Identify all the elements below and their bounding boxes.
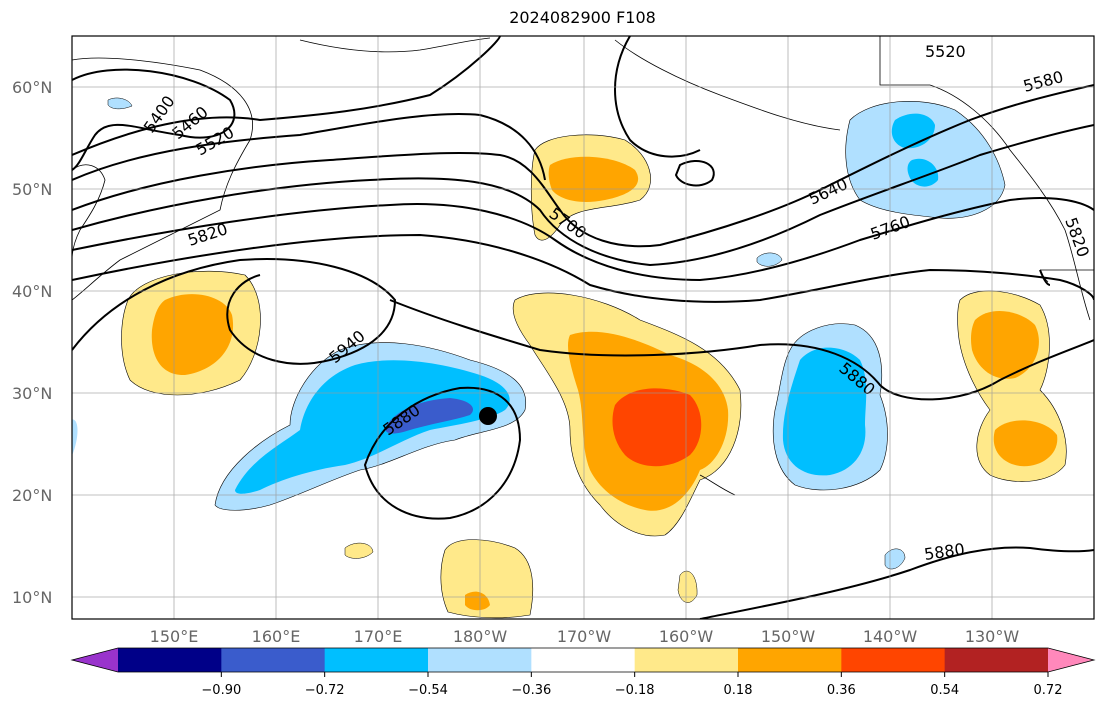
colorbar-tick-label: 0.54 xyxy=(930,683,959,698)
anomaly-shading xyxy=(72,97,1067,619)
colorbar-tick-label: −0.36 xyxy=(511,683,551,698)
height-contours xyxy=(72,36,1094,619)
lon-label: 150°W xyxy=(761,627,816,646)
lon-label: 160°W xyxy=(659,627,714,646)
colorbar-segment xyxy=(531,648,636,672)
contour-label: 5520 xyxy=(925,42,966,61)
lat-label: 40°N xyxy=(12,282,52,301)
lon-label: 170°W xyxy=(557,627,612,646)
gridlines xyxy=(72,36,1094,619)
map-title: 2024082900 F108 xyxy=(509,8,656,27)
lon-label: 180°W xyxy=(453,627,508,646)
colorbar-segment xyxy=(634,648,739,672)
colorbar-tick-label: 0.36 xyxy=(827,683,856,698)
latitude-labels: 60°N 50°N 40°N 30°N 20°N 10°N xyxy=(12,78,52,607)
lat-label: 10°N xyxy=(12,588,52,607)
longitude-labels: 150°E 160°E 170°E 180°W 170°W 160°W 150°… xyxy=(150,627,1020,646)
colorbar: −0.90 −0.72 −0.54 −0.36 −0.18 0.18 0.36 0.54 0.7… xyxy=(70,647,1096,698)
colorbar-tick-label: −0.18 xyxy=(615,683,655,698)
lat-label: 20°N xyxy=(12,486,52,505)
colorbar-segment xyxy=(221,648,326,672)
lon-label: 160°E xyxy=(252,627,301,646)
colorbar-extend-high xyxy=(1048,648,1094,672)
colorbar-tick-label: 0.72 xyxy=(1034,683,1063,698)
storm-center-dot xyxy=(479,407,497,425)
lat-label: 60°N xyxy=(12,78,52,97)
colorbar-segment xyxy=(118,648,222,672)
coastlines xyxy=(72,36,1094,496)
colorbar-segment xyxy=(841,648,946,672)
lon-label: 150°E xyxy=(150,627,199,646)
colorbar-tick-label: 0.18 xyxy=(724,683,753,698)
map-frame xyxy=(71,35,1095,620)
colorbar-segment xyxy=(428,648,532,672)
colorbar-segment xyxy=(944,648,1049,672)
colorbar-segment xyxy=(324,648,429,672)
lon-label: 170°E xyxy=(354,627,403,646)
lat-label: 50°N xyxy=(12,180,52,199)
colorbar-tick-label: −0.72 xyxy=(305,683,345,698)
colorbar-tick-label: −0.90 xyxy=(201,683,241,698)
colorbar-extend-low xyxy=(72,648,118,672)
colorbar-tick-label: −0.54 xyxy=(408,683,448,698)
lat-label: 30°N xyxy=(12,384,52,403)
lon-label: 140°W xyxy=(863,627,918,646)
colorbar-outline xyxy=(70,647,1096,673)
lon-label: 130°W xyxy=(965,627,1020,646)
colorbar-segment xyxy=(738,648,842,672)
